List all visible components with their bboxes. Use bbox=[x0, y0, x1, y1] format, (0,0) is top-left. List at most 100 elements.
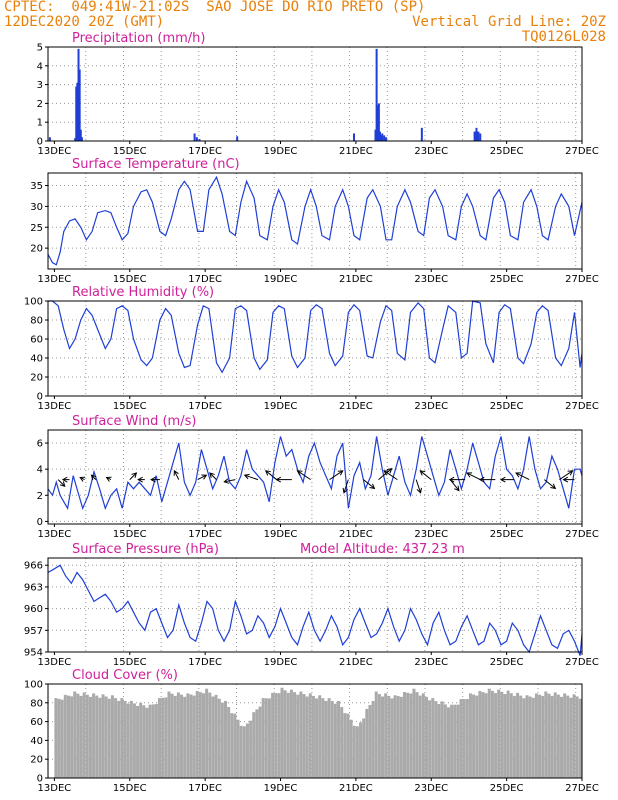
y-tick-label: 957 bbox=[24, 626, 43, 637]
precip-bar bbox=[80, 137, 83, 141]
cloud-bar bbox=[242, 726, 246, 778]
cloud-bar bbox=[132, 703, 136, 778]
cloud-bar bbox=[418, 695, 422, 778]
cloud-bar bbox=[569, 697, 573, 778]
cloud-bar bbox=[145, 707, 149, 778]
cloud-bar bbox=[446, 707, 450, 778]
wind-arrow-head bbox=[90, 474, 97, 481]
cloud-bar bbox=[544, 691, 548, 778]
wind-arrow-head bbox=[275, 476, 282, 483]
x-tick-label: 23DEC bbox=[414, 274, 448, 285]
y-tick-label: 40 bbox=[30, 354, 43, 365]
x-tick-label: 27DEC bbox=[565, 401, 599, 412]
wind-arrow-head bbox=[223, 478, 230, 484]
wind-arrow-head bbox=[264, 470, 271, 476]
panel-0: Precipitation (mm/h) 0 1 2 3 4 5 13DEC 15DEC 17DE… bbox=[37, 31, 599, 157]
x-tick-label: 15DEC bbox=[113, 401, 147, 412]
panel-frame bbox=[47, 429, 583, 525]
cloud-bar bbox=[538, 694, 542, 778]
x-tick-label: 15DEC bbox=[113, 274, 147, 285]
cloud-bar bbox=[349, 719, 353, 778]
cloud-bar bbox=[289, 689, 293, 778]
cloud-bar bbox=[315, 698, 319, 778]
cloud-bar bbox=[387, 695, 391, 778]
cloud-bar bbox=[324, 700, 328, 778]
x-tick-label: 25DEC bbox=[490, 529, 524, 540]
cloud-bar bbox=[402, 691, 406, 778]
cloud-bar bbox=[161, 697, 165, 778]
cloud-bar bbox=[101, 694, 105, 778]
cloud-bar bbox=[550, 695, 554, 778]
x-tick-label: 27DEC bbox=[565, 783, 599, 794]
cloud-bar bbox=[465, 699, 469, 778]
x-tick-label: 17DEC bbox=[188, 529, 222, 540]
y-tick-label: 60 bbox=[30, 717, 43, 728]
wind-arrow-head bbox=[419, 470, 426, 476]
precip-bar bbox=[477, 131, 480, 141]
cloud-bar bbox=[154, 704, 158, 778]
precip-bar bbox=[374, 129, 377, 141]
panel-frame bbox=[47, 557, 583, 653]
precip-bar bbox=[473, 131, 476, 141]
cloud-bar bbox=[428, 700, 432, 778]
cloud-bar bbox=[148, 704, 152, 778]
x-tick-label: 25DEC bbox=[490, 146, 524, 157]
station-header: CPTEC: 049:41W-21:02S SAO JOSE DO RIO PR… bbox=[4, 0, 426, 15]
cloud-bar bbox=[575, 696, 579, 778]
cloud-bar bbox=[82, 692, 86, 778]
cloud-bar bbox=[494, 693, 498, 778]
cloud-bar bbox=[487, 688, 491, 778]
wind-arrow-head bbox=[61, 476, 68, 483]
cloud-bar bbox=[180, 694, 184, 778]
panel-title: Precipitation (mm/h) bbox=[72, 31, 205, 46]
x-tick-label: 25DEC bbox=[490, 274, 524, 285]
cloud-bar bbox=[327, 698, 331, 778]
cloud-bar bbox=[258, 706, 262, 778]
cloud-bar bbox=[110, 695, 114, 778]
x-tick-label: 23DEC bbox=[414, 401, 448, 412]
cloud-bar bbox=[70, 696, 74, 778]
precip-bar bbox=[379, 131, 382, 141]
y-tick-label: 20 bbox=[30, 373, 43, 384]
cloud-bar bbox=[252, 712, 256, 778]
x-tick-label: 23DEC bbox=[414, 529, 448, 540]
cloud-bar bbox=[409, 693, 413, 778]
cloud-bar bbox=[390, 698, 394, 778]
cloud-bar bbox=[481, 692, 485, 778]
cloud-bar bbox=[211, 696, 215, 778]
cloud-bar bbox=[139, 702, 143, 778]
y-tick-label: 30 bbox=[30, 202, 43, 213]
precip-bar bbox=[479, 133, 482, 141]
y-tick-label: 100 bbox=[24, 297, 43, 308]
cloud-bar bbox=[117, 700, 121, 778]
cloud-bar bbox=[434, 701, 438, 778]
cloud-bar bbox=[368, 704, 372, 778]
x-tick-label: 21DEC bbox=[339, 529, 373, 540]
wind-arrow-head bbox=[454, 485, 460, 492]
cloud-bar bbox=[123, 700, 127, 778]
cloud-bar bbox=[547, 693, 551, 778]
cloud-bar bbox=[566, 695, 570, 778]
cloud-bar bbox=[293, 692, 297, 778]
cloud-bar bbox=[85, 694, 89, 778]
cloud-bar bbox=[352, 725, 356, 778]
cloud-bar bbox=[374, 691, 378, 778]
cloud-bar bbox=[227, 707, 231, 778]
x-tick-label: 13DEC bbox=[38, 274, 72, 285]
x-tick-label: 23DEC bbox=[414, 657, 448, 668]
panel-3: Surface Wind (m/s) 0 2 4 6 13DEC 15DEC 17DEC 19D… bbox=[37, 414, 599, 540]
cloud-bar bbox=[443, 704, 447, 778]
precip-bar bbox=[380, 135, 383, 141]
cloud-bar bbox=[475, 695, 479, 778]
cloud-bar bbox=[340, 707, 344, 778]
x-tick-label: 19DEC bbox=[264, 657, 298, 668]
cloud-bar bbox=[355, 726, 359, 778]
cloud-bar bbox=[396, 696, 400, 778]
cloud-bar bbox=[104, 696, 108, 778]
cloud-bar bbox=[415, 692, 419, 778]
cloud-bar bbox=[230, 713, 234, 778]
cloud-bar bbox=[531, 697, 535, 778]
x-tick-label: 23DEC bbox=[414, 783, 448, 794]
cloud-bar bbox=[500, 691, 504, 778]
cloud-bar bbox=[198, 692, 202, 778]
